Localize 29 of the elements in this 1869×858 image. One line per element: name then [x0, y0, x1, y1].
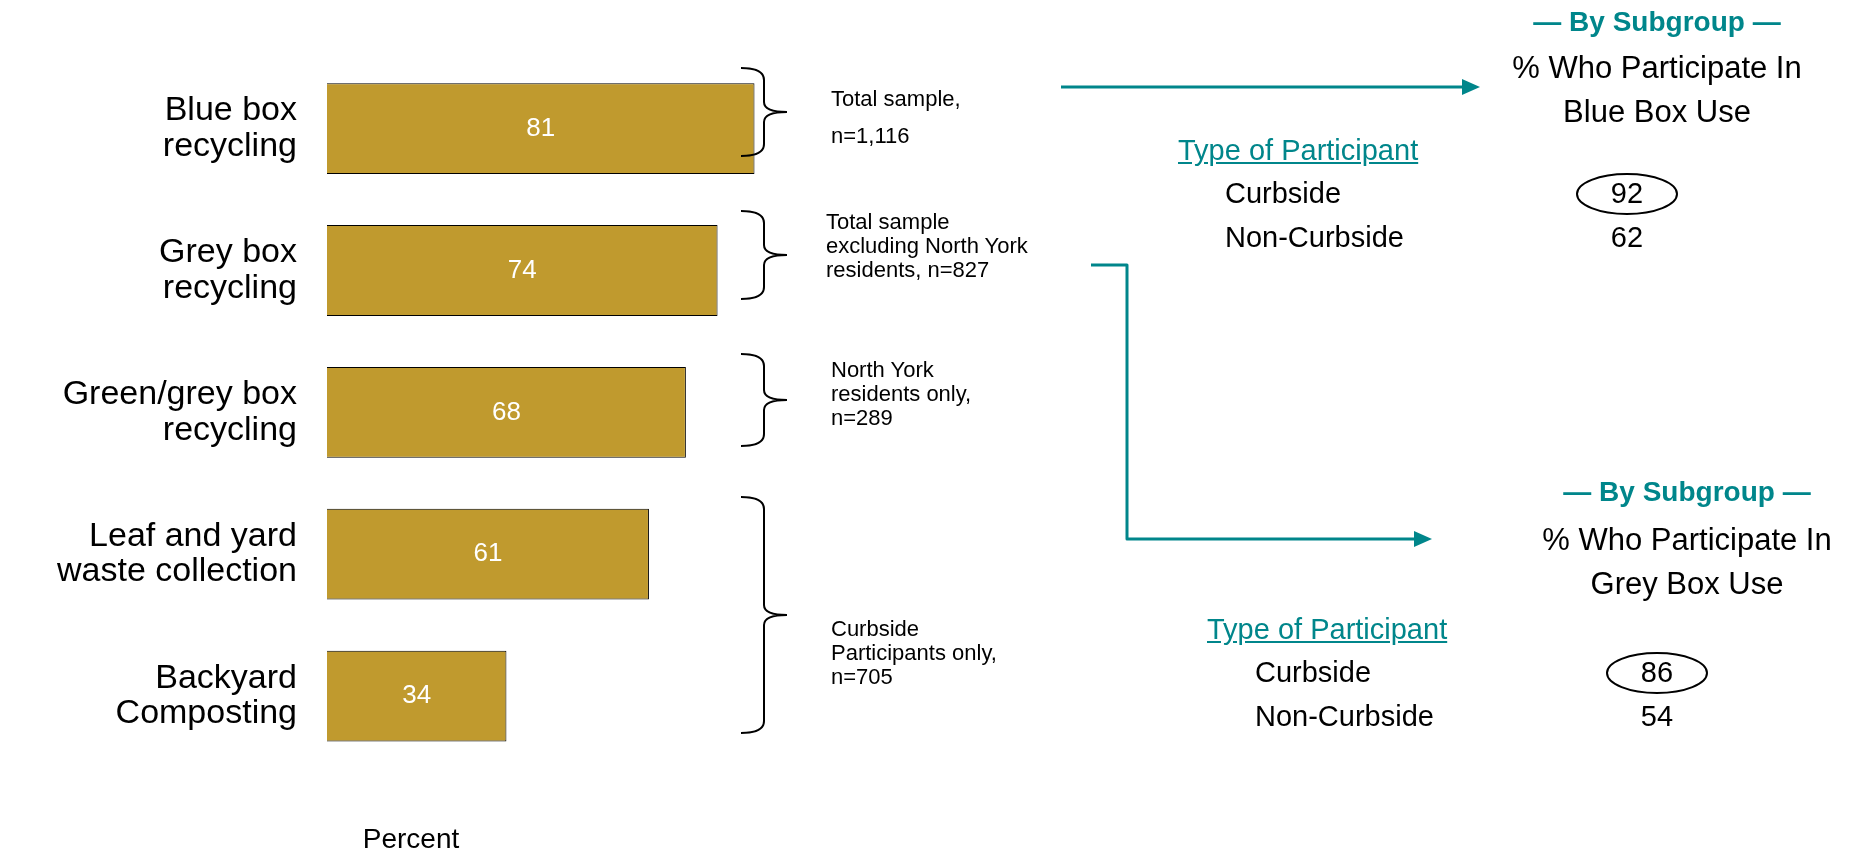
data-label: 61 — [473, 537, 503, 568]
text: North York residents only, n=289 — [831, 357, 973, 430]
text: Non-Curbside — [1225, 221, 1404, 255]
y-tick-label: Grey box recycling — [159, 231, 297, 305]
text: Curbside — [1255, 656, 1372, 690]
y-tick-label: Blue box recycling — [162, 89, 297, 163]
text: Curbside — [1225, 177, 1342, 211]
text: Type of Participant — [1178, 134, 1419, 168]
text: — By Subgroup — — [1562, 476, 1812, 509]
y-tick-label: Green/grey box recycling — [62, 372, 297, 447]
text: — By Subgroup — — [1532, 6, 1782, 39]
text: Total sample excluding North York residents, n=827 — [826, 209, 1029, 282]
data-label: 34 — [402, 679, 432, 710]
text: Total sample, n=1,116 — [831, 85, 962, 150]
text: 62 — [1609, 221, 1645, 255]
text: 92 — [1609, 177, 1645, 211]
text: Non-Curbside — [1255, 700, 1434, 734]
x-axis-title: Percent — [362, 822, 460, 854]
text: 86 — [1639, 656, 1675, 690]
text: Curbside Participants only, n=705 — [831, 616, 998, 689]
text: 54 — [1639, 700, 1675, 734]
y-tick-label: Leaf and yard waste collection — [55, 514, 297, 589]
text: Type of Participant — [1207, 613, 1448, 647]
data-label: 81 — [526, 111, 556, 142]
data-label: 74 — [507, 253, 537, 284]
data-label: 68 — [491, 395, 521, 426]
y-tick-label: Backyard Composting — [115, 656, 297, 731]
text: % Who Participate In Grey Box Use — [1541, 521, 1833, 603]
text: % Who Participate In Blue Box Use — [1511, 49, 1803, 131]
